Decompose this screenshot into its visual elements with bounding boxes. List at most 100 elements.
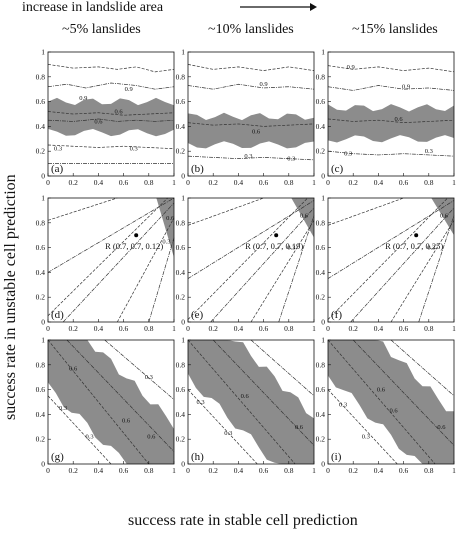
panel-f: 0.3 0.6 R (0.7, 0.7, 0.25) 00 0.2 0.2 0.4 0.4 0.… — [316, 194, 457, 334]
contour-label: 0.9 — [402, 84, 410, 91]
y-tick-label: 0.4 — [176, 268, 186, 277]
contour-label: 0.3 — [130, 146, 138, 153]
y-tick-label: 0.8 — [316, 72, 326, 81]
contour-line — [66, 339, 175, 452]
panel-a: 0.9 0.9 0.6 0.6 0.3 0.3 00 0.2 0.2 0.4 0.4 0.6 0.6 0.… — [36, 48, 177, 188]
y-tick-label: 0.4 — [176, 122, 186, 131]
y-tick-label: 1 — [41, 194, 45, 203]
x-tick-label: 1 — [172, 324, 176, 333]
x-tick-label: 0.8 — [424, 178, 434, 187]
contour-label: 0.3 — [339, 401, 347, 408]
contour-line — [187, 200, 315, 279]
y-tick-label: 0.8 — [316, 218, 326, 227]
y-tick-label: 0.6 — [36, 97, 46, 106]
y-tick-label: 0 — [181, 318, 185, 327]
contour-label: 0.6 — [94, 118, 103, 125]
contour-label: 0.3 — [287, 245, 295, 252]
y-tick-label: 0.6 — [36, 243, 46, 252]
y-tick-label: 0.4 — [36, 122, 46, 131]
x-tick-label: 0.4 — [94, 466, 104, 475]
y-tick-label: 0.4 — [36, 410, 46, 419]
y-tick-label: 0.2 — [176, 293, 186, 302]
contour-line — [47, 64, 175, 73]
x-tick-label: 0.8 — [424, 324, 434, 333]
contour-line — [212, 339, 315, 446]
plot-frame — [327, 51, 455, 177]
x-tick-label: 0.4 — [94, 178, 104, 187]
contour-label: 0.3 — [344, 151, 352, 158]
contour-line — [210, 207, 315, 323]
contour-label: 0.9 — [260, 81, 268, 88]
x-tick-label: 0.4 — [374, 324, 384, 333]
x-tick-label: 0.2 — [69, 178, 79, 187]
contour-label: 0.6 — [69, 366, 78, 373]
contour-label: 0.6 — [122, 418, 131, 425]
x-tick-label: 0.4 — [94, 324, 104, 333]
panel-h: 0.6 0.6 0.3 0.3 00 0.2 0.2 0.4 0.4 0.6 0.6 0.8 0.8 1 1… — [176, 336, 317, 476]
shaded-region — [328, 340, 454, 464]
contour-line — [327, 197, 448, 320]
point-marker — [134, 233, 139, 238]
contour-line — [62, 202, 175, 323]
x-tick-label: 0.6 — [399, 466, 409, 475]
contour-line — [327, 197, 404, 226]
y-tick-label: 0.8 — [316, 360, 326, 369]
y-tick-label: 0.2 — [36, 293, 46, 302]
contour-label: 0.3 — [145, 374, 153, 381]
y-tick-label: 0.4 — [36, 268, 46, 277]
panel-g: 0.6 0.6 0.6 0.3 0.3 0.3 00 0.2 0.2 0.4 0.4 0.6 0.6 0.… — [36, 336, 177, 476]
panel-c: 0.9 0.9 0.6 0.3 0.3 00 0.2 0.2 0.4 0.4 0.6 0.6 0.8 0.… — [316, 48, 457, 188]
contour-label: 0.6 — [300, 212, 309, 219]
point-label: R (0.7, 0.7, 0.19) — [245, 241, 303, 251]
contour-label: 0.6 — [166, 215, 175, 222]
y-tick-label: 0.8 — [36, 218, 46, 227]
plot-frame — [187, 51, 315, 177]
contour-line — [390, 339, 455, 397]
plot-frame — [327, 197, 455, 323]
x-tick-label: 0.6 — [399, 178, 409, 187]
y-tick-label: 0.6 — [176, 243, 186, 252]
panel-d: 0.3 0.6 R (0.7, 0.7, 0.12) 00 0.2 0.2 0.4 0.4 0.… — [36, 194, 177, 334]
x-tick-label: 0.6 — [119, 466, 129, 475]
y-tick-label: 1 — [321, 48, 325, 57]
panel-label: (f) — [331, 309, 342, 321]
shaded-region — [431, 198, 454, 236]
y-tick-label: 0.2 — [36, 435, 46, 444]
x-tick-label: 0.2 — [349, 324, 359, 333]
contour-line — [47, 118, 175, 122]
contour-line — [104, 339, 175, 400]
contour-line — [187, 64, 315, 71]
x-tick-label: 1 — [172, 178, 176, 187]
contour-label: 0.6 — [437, 424, 446, 431]
y-tick-label: 0.8 — [176, 72, 186, 81]
contour-line — [327, 85, 455, 91]
y-tick-label: 0 — [321, 460, 325, 469]
contour-label: 0.3 — [54, 146, 62, 153]
shaded-region — [48, 97, 174, 137]
contour-label: 0.6 — [377, 387, 386, 394]
y-tick-label: 0.4 — [316, 122, 326, 131]
x-tick-label: 0.8 — [144, 178, 154, 187]
y-tick-label: 0.2 — [176, 435, 186, 444]
contour-label: 0.3 — [244, 153, 252, 160]
plot-frame — [187, 197, 315, 323]
y-tick-label: 0.8 — [176, 218, 186, 227]
plot-frame — [47, 339, 175, 465]
contour-line — [47, 197, 168, 317]
x-tick-label: 0.6 — [399, 324, 409, 333]
contour-label: 0.6 — [394, 116, 403, 123]
contour-line — [278, 215, 315, 323]
y-tick-label: 0.2 — [316, 293, 326, 302]
contour-label: 0.6 — [252, 128, 261, 135]
contour-line — [187, 83, 315, 90]
point-marker — [274, 233, 279, 238]
y-tick-label: 0.6 — [176, 385, 186, 394]
panel-label: (i) — [331, 451, 342, 463]
panel-label: (d) — [51, 309, 64, 321]
y-tick-label: 0.2 — [36, 147, 46, 156]
x-tick-label: 1 — [452, 178, 456, 187]
contour-line — [327, 389, 398, 465]
y-tick-label: 0.4 — [316, 410, 326, 419]
panel-b: 0.9 0.6 0.3 0.3 00 0.2 0.2 0.4 0.4 0.6 0.6 0.8 0.8 1 1… — [176, 48, 317, 188]
